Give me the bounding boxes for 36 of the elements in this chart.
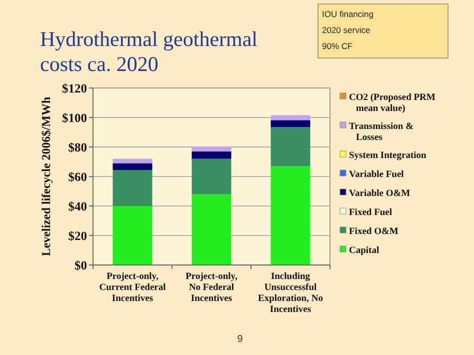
bar — [270, 166, 310, 265]
text: 2020 service — [322, 25, 370, 35]
legend-label: Transmission & Losses — [349, 122, 414, 143]
y-tick-label: $0 — [74, 258, 87, 272]
y-axis-title: Levelized lifecycle 2006$/MWh — [39, 96, 53, 256]
bar — [112, 170, 152, 206]
legend-label: CO2 (Proposed PRM mean value) — [349, 93, 436, 114]
y-tick-label: $100 — [62, 110, 87, 125]
legend-label: Capital — [349, 246, 380, 256]
legend-label: Fixed Fuel — [349, 208, 392, 218]
x-tick-label: Project-only, No Federal Incentives — [186, 272, 238, 304]
x-tick-label: Project-only, Current Federal Incentives — [99, 272, 166, 304]
bar — [112, 206, 152, 265]
y-tick-label: $60 — [68, 170, 87, 184]
bar — [270, 127, 310, 166]
chart-title: Hydrothermal geothermal costs ca. 2020 — [40, 27, 258, 76]
x-tick-label: Including Unsuccessful Exploration, No Incentives — [258, 272, 324, 315]
y-tick-label: $40 — [68, 199, 87, 214]
legend-label: Fixed O&M — [349, 227, 398, 237]
bar — [192, 151, 232, 159]
bar — [192, 194, 232, 265]
legend-label: Variable Fuel — [349, 170, 404, 180]
bar — [270, 115, 310, 120]
bar — [192, 158, 232, 194]
text: IOU financing — [322, 9, 374, 19]
text: 90% CF — [322, 41, 353, 51]
legend-label: System Integration — [349, 151, 428, 161]
text: 9 — [237, 334, 244, 345]
y-tick-label: $120 — [62, 81, 87, 96]
y-tick-label: $80 — [68, 140, 87, 154]
legend-label: Variable O&M — [349, 189, 410, 199]
bar — [192, 146, 232, 152]
bar — [270, 120, 310, 128]
bar — [112, 163, 152, 170]
y-tick-label: $20 — [68, 228, 87, 243]
bar — [112, 158, 152, 164]
